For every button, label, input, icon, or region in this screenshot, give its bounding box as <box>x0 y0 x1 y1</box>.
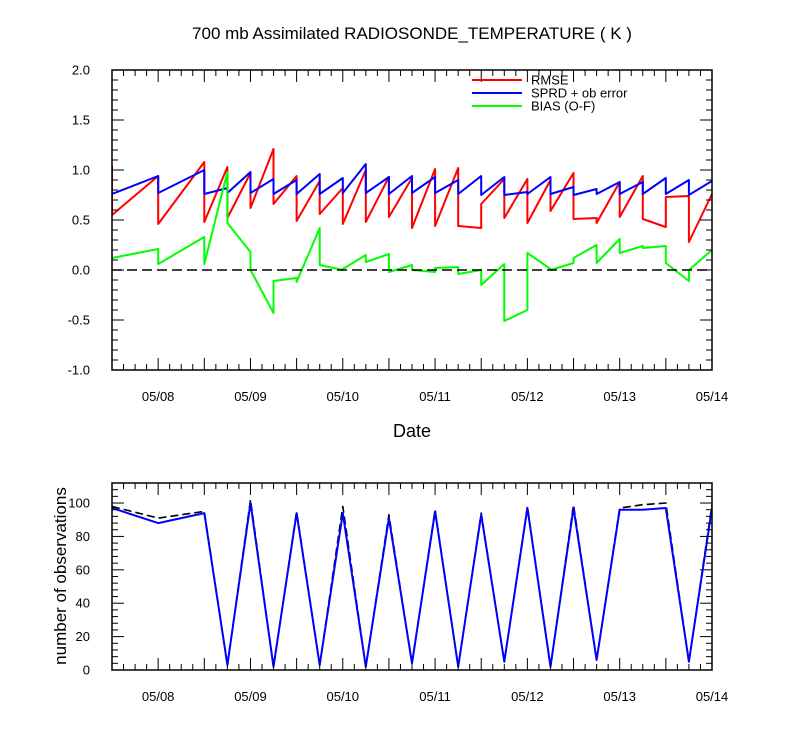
y-tick-label: 80 <box>76 529 90 544</box>
x-tick-label: 05/10 <box>326 389 359 404</box>
x-tick-label: 05/14 <box>696 689 729 704</box>
x-tick-label: 05/13 <box>603 689 636 704</box>
x-tick-label: 05/11 <box>419 389 451 404</box>
x-tick-label: 05/10 <box>326 689 359 704</box>
bot-axes-group: 05/08 05/09 05/10 05/11 05/12 05/13 05/14 0 20 40… <box>68 482 729 704</box>
y-tick-label: -0.5 <box>68 313 90 328</box>
y-tick-label: 20 <box>76 629 90 644</box>
x-tick-label: 05/08 <box>142 389 175 404</box>
series-line-observations-assimilated <box>112 502 712 668</box>
top-axes-group: 05/08 05/09 05/10 05/11 05/12 05/13 05/14 2.0 1.… <box>68 63 729 405</box>
y-tick-label: 0.5 <box>72 213 90 228</box>
series-line-observations-available <box>112 498 712 668</box>
x-tick-label: 05/14 <box>696 389 729 404</box>
x-tick-label: 05/09 <box>234 389 267 404</box>
x-tick-label: 05/08 <box>142 689 175 704</box>
y-tick-label: -1.0 <box>68 363 90 378</box>
y-tick-label: 1.5 <box>72 113 90 128</box>
y-axis-label: number of observations <box>51 487 70 665</box>
top-series-group <box>112 148 712 322</box>
bot-plot-frame <box>111 482 713 671</box>
legend-label-sprd-ob-error: SPRD + ob error <box>531 86 628 101</box>
series-line-rmse <box>112 148 712 243</box>
y-tick-label: 1.0 <box>72 163 90 178</box>
bot-series-group <box>112 498 712 668</box>
legend-label-bias-o-f: BIAS (O-F) <box>531 99 595 114</box>
y-tick-label: 60 <box>76 562 90 577</box>
y-tick-label: 100 <box>68 496 90 511</box>
y-tick-label: 40 <box>76 596 90 611</box>
x-tick-label: 05/12 <box>511 389 544 404</box>
chart-title: 700 mb Assimilated RADIOSONDE_TEMPERATUR… <box>192 24 632 43</box>
x-tick-label: 05/09 <box>234 689 267 704</box>
y-tick-label: 0.0 <box>72 263 90 278</box>
y-tick-label: 2.0 <box>72 63 90 78</box>
x-tick-label: 05/11 <box>419 689 451 704</box>
bias-rmse-chart: 700 mb Assimilated RADIOSONDE_TEMPERATUR… <box>68 24 729 441</box>
observations-chart: 05/08 05/09 05/10 05/11 05/12 05/13 05/14 0 20 40… <box>51 482 729 704</box>
x-tick-label: 05/12 <box>511 689 544 704</box>
x-tick-label: 05/13 <box>603 389 636 404</box>
series-line-sprd-ob-error <box>112 163 712 196</box>
x-axis-label: Date <box>393 421 431 441</box>
legend-label-rmse: RMSE <box>531 73 569 88</box>
y-tick-label: 0 <box>83 663 90 678</box>
